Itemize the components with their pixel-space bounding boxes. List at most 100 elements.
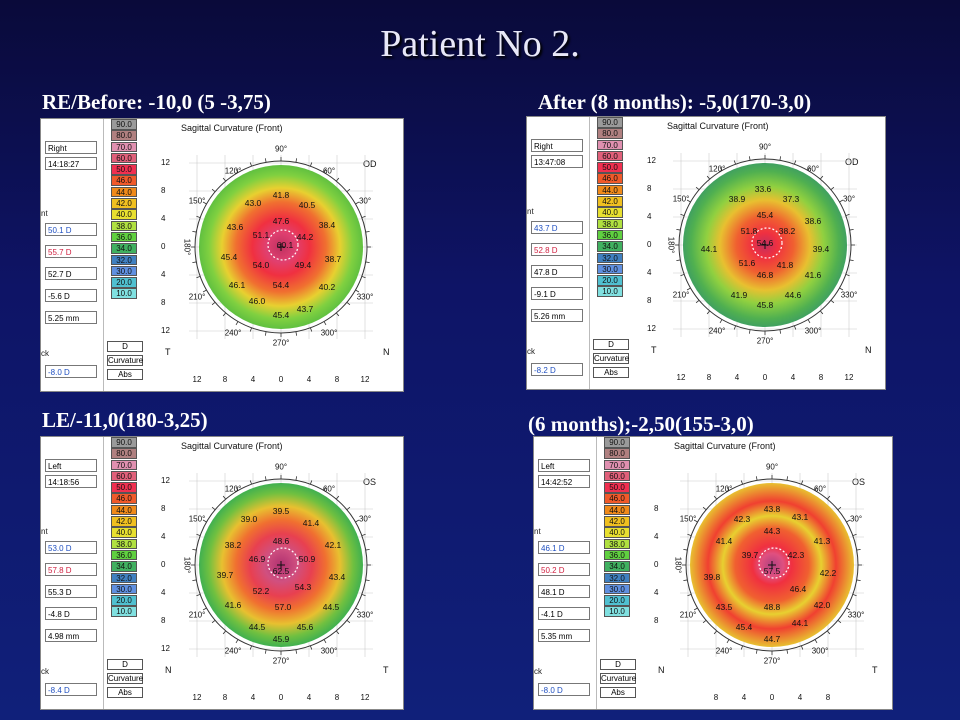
eye-side-field: Left — [45, 459, 97, 472]
scale-cell: 44.0 — [597, 184, 623, 196]
y-axis-tick: 8 — [161, 504, 166, 513]
degree-label: 330° — [840, 290, 858, 300]
scale-cell: 60.0 — [597, 150, 623, 162]
orientation-letter-right: T — [383, 665, 389, 675]
degree-label: 180° — [182, 556, 192, 574]
curvature-value: 41.9 — [730, 290, 748, 300]
degree-label: 240° — [715, 646, 733, 656]
degree-label: 60° — [806, 164, 820, 174]
scale-type: Curvature — [600, 673, 637, 684]
y-axis-tick: 4 — [647, 268, 652, 277]
orientation-letter-right: T — [872, 665, 878, 675]
curvature-value: 48.6 — [272, 536, 290, 546]
scale-cell: 70.0 — [597, 139, 623, 151]
curvature-value: 45.9 — [272, 634, 290, 644]
x-axis-tick: 8 — [825, 693, 831, 702]
color-scale: 90.0 80.0 70.0 60.0 50.0 46.0 44.0 42.0 40.0 38.0… — [597, 117, 623, 298]
x-axis-tick: 0 — [278, 693, 284, 702]
scale-cell: 36.0 — [111, 231, 137, 243]
x-axis-tick: 8 — [334, 375, 340, 384]
map-header: Sagittal Curvature (Front) — [181, 123, 283, 133]
scale-cell: 90.0 — [111, 437, 137, 448]
x-axis-tick: 8 — [706, 373, 712, 382]
curvature-value: 47.6 — [272, 216, 290, 226]
measurement-field: 53.0 D — [45, 541, 97, 554]
degree-label: 120° — [224, 484, 242, 494]
scale-cell: 40.0 — [111, 209, 137, 220]
curvature-value: 57.0 — [274, 602, 292, 612]
topography-panel-re-before: Right 14:18:27 nt 50.1 D 55.7 D 52.7 D -5.6 D 5… — [40, 118, 404, 392]
y-axis-tick: 4 — [647, 212, 652, 221]
offset-field: -8.0 D — [538, 683, 590, 696]
curvature-value: 37.3 — [782, 194, 800, 204]
degree-label: 30° — [358, 514, 372, 524]
curvature-value: 46.0 — [248, 296, 266, 306]
curvature-value: 46.8 — [756, 270, 774, 280]
degree-label: 120° — [224, 166, 242, 176]
eye-label: OD — [363, 159, 377, 169]
curvature-value: 43.5 — [715, 602, 733, 612]
scale-cell: 38.0 — [604, 538, 630, 550]
curvature-value: 44.7 — [763, 634, 781, 644]
degree-label: 60° — [322, 166, 336, 176]
curvature-value: 42.3 — [787, 550, 805, 560]
curvature-value: 38.4 — [318, 220, 336, 230]
curvature-value: 39.0 — [240, 514, 258, 524]
degree-label: 120° — [708, 164, 726, 174]
y-axis-tick: 8 — [161, 616, 166, 625]
scale-cell: 60.0 — [111, 470, 137, 482]
curvature-value: 44.3 — [763, 526, 781, 536]
curvature-value: 40.5 — [298, 200, 316, 210]
y-axis-tick: 4 — [654, 532, 659, 541]
curvature-value: 43.7 — [296, 304, 314, 314]
curvature-value: 51.6 — [738, 258, 756, 268]
degree-label: 210° — [679, 610, 697, 620]
measurement-field: 50.2 D — [538, 563, 590, 576]
curvature-value: 42.2 — [819, 568, 837, 578]
curvature-value: 42.1 — [324, 540, 342, 550]
degree-label: 120° — [715, 484, 733, 494]
measurement-field: -5.6 D — [45, 289, 97, 302]
curvature-value: 40.2 — [318, 282, 336, 292]
measurement-field: 5.35 mm — [538, 629, 590, 642]
scale-mode: Abs — [107, 369, 143, 380]
orientation-letter-left: N — [165, 665, 172, 675]
scale-mode: Abs — [107, 687, 143, 698]
degree-label: 30° — [358, 196, 372, 206]
degree-label: 330° — [847, 610, 865, 620]
y-axis-tick: 4 — [654, 588, 659, 597]
topography-svg — [189, 155, 373, 339]
section-label: ck — [41, 667, 49, 676]
scale-cell: 20.0 — [111, 595, 137, 606]
x-axis-tick: 4 — [306, 375, 312, 384]
scale-cell: 42.0 — [604, 516, 630, 527]
degree-label: 210° — [188, 292, 206, 302]
measurement-field: 55.7 D — [45, 245, 97, 258]
scale-cell: 10.0 — [604, 606, 630, 617]
scale-cell: 40.0 — [111, 527, 137, 538]
time-field: 13:47:08 — [531, 155, 583, 168]
y-axis-tick: 4 — [161, 588, 166, 597]
y-axis-tick: 12 — [161, 644, 170, 653]
scale-cell: 34.0 — [604, 561, 630, 572]
scale-unit: D — [107, 341, 143, 352]
x-axis-tick: 12 — [360, 693, 370, 702]
eye-label: OS — [852, 477, 866, 487]
y-axis-tick: 8 — [647, 296, 652, 305]
eye-label: OD — [845, 157, 859, 167]
curvature-value: 41.6 — [804, 270, 822, 280]
curvature-value: 46.9 — [248, 554, 266, 564]
x-axis-tick: 8 — [222, 693, 228, 702]
scale-cell: 30.0 — [597, 263, 623, 275]
scale-cell: 44.0 — [111, 504, 137, 516]
scale-mode: Abs — [600, 687, 636, 698]
scale-cell: 38.0 — [111, 538, 137, 550]
curvature-value: 38.2 — [778, 226, 796, 236]
caption-le-before: LE/-11,0(180-3,25) — [42, 408, 208, 432]
y-axis-tick: 12 — [647, 156, 656, 165]
measurement-field: 46.1 D — [538, 541, 590, 554]
degree-label: 300° — [804, 326, 822, 336]
measurement-field: 57.8 D — [45, 563, 97, 576]
degree-label: 330° — [356, 610, 374, 620]
x-axis-tick: 8 — [713, 693, 719, 702]
